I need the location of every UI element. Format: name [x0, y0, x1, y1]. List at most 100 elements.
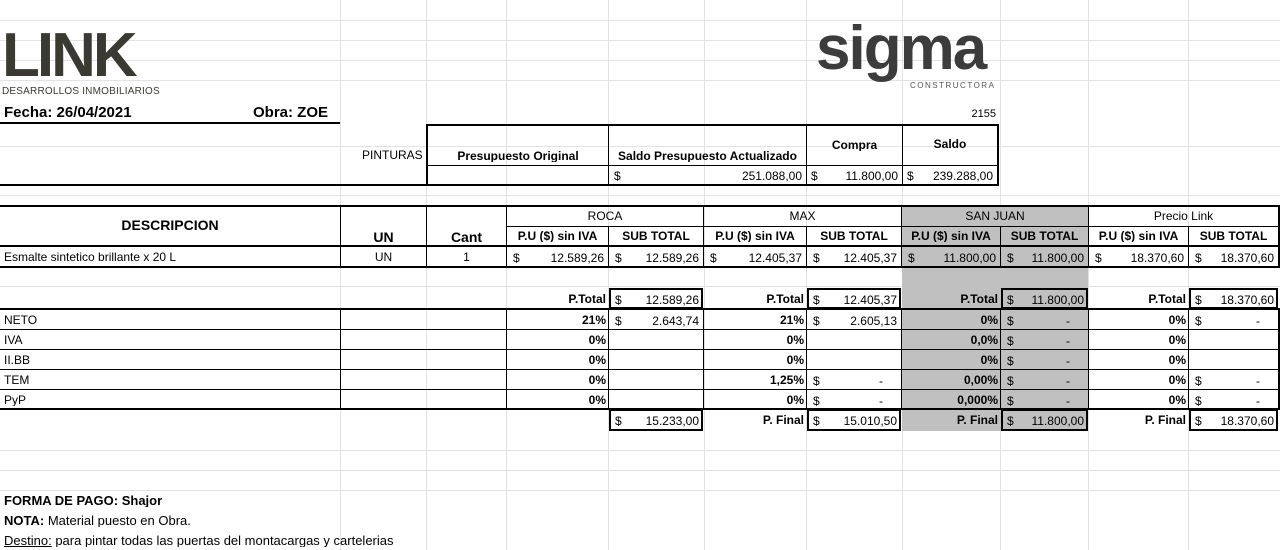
- currency-sign: $: [710, 251, 717, 265]
- percentage-value: 0%: [786, 334, 804, 346]
- compra-header: Compra: [831, 139, 878, 151]
- currency-sign: $: [1007, 251, 1014, 265]
- currency-sign: $: [1195, 374, 1202, 388]
- presupuesto-original-header: Presupuesto Original: [457, 150, 579, 162]
- currency-sign: $: [813, 394, 820, 408]
- currency-sign: $: [1195, 394, 1202, 408]
- subtotal-value: 12.405,37: [843, 251, 897, 265]
- summary-value: -: [1256, 314, 1260, 328]
- cant-header: Cant: [450, 230, 483, 244]
- obra-label: Obra: ZOE: [253, 105, 329, 120]
- currency-sign: $: [615, 251, 622, 265]
- supplier-roca: ROCA: [587, 210, 623, 222]
- destino-text: para pintar todas las puertas del montac…: [51, 534, 394, 547]
- currency-sign: $: [907, 169, 914, 183]
- ptotal-label: P.Total: [1148, 293, 1186, 305]
- currency-sign: $: [1007, 314, 1014, 328]
- currency-sign: $: [1007, 354, 1014, 368]
- pu-header: P.U ($) sin IVA: [517, 230, 598, 242]
- percentage-value: 0%: [786, 394, 804, 406]
- unit-price-value: 12.405,37: [748, 251, 802, 265]
- currency-sign: $: [1007, 394, 1014, 408]
- compra-value: 11.800,00: [845, 169, 899, 183]
- percentage-value: 0%: [980, 354, 998, 366]
- percentage-value: 21%: [581, 314, 606, 326]
- percentage-value: 0%: [1168, 354, 1186, 366]
- percentage-value: 21%: [779, 314, 804, 326]
- link-logo: LINK: [2, 25, 138, 87]
- destino-label: Destino:: [4, 534, 52, 547]
- unit-price-value: 12.589,26: [550, 251, 604, 265]
- percentage-value: 0%: [588, 374, 606, 386]
- currency-sign: $: [813, 374, 820, 388]
- pu-header: P.U ($) sin IVA: [1098, 230, 1179, 242]
- subtotal-header: SUB TOTAL: [820, 230, 888, 242]
- supplier-max: MAX: [789, 210, 816, 222]
- summary-value: -: [879, 394, 883, 408]
- un-header: UN: [373, 230, 394, 244]
- summary-value: 2.643,74: [652, 314, 699, 328]
- currency-sign: $: [813, 293, 820, 307]
- pfinal-label: P. Final: [956, 414, 998, 426]
- ptotal-label: P.Total: [960, 293, 998, 305]
- summary-value: -: [1066, 374, 1070, 388]
- currency-sign: $: [1095, 251, 1102, 265]
- subtotal-header: SUB TOTAL: [1010, 230, 1079, 242]
- subtotal-value: 18.370,60: [1220, 251, 1274, 265]
- percentage-value: 0%: [588, 334, 606, 346]
- currency-sign: $: [1007, 293, 1014, 307]
- subtotal-value: 12.589,26: [645, 251, 699, 265]
- pfinal-value: 15.010,50: [843, 414, 897, 428]
- currency-sign: $: [1195, 414, 1202, 428]
- currency-sign: $: [908, 251, 915, 265]
- percentage-value: 0%: [1168, 314, 1186, 326]
- sigma-logo: sigma: [816, 14, 987, 83]
- currency-sign: $: [1007, 334, 1014, 348]
- summary-value: 2.605,13: [850, 314, 897, 328]
- currency-sign: $: [615, 414, 622, 428]
- percentage-value: 0,000%: [957, 394, 998, 406]
- destino-line: Destino: para pintar todas las puertas d…: [4, 534, 394, 547]
- saldo-actualizado-value: 251.088,00: [741, 169, 802, 183]
- summary-value: -: [1066, 354, 1070, 368]
- summary-value: -: [1256, 374, 1260, 388]
- nota-label: NOTA:: [4, 514, 45, 527]
- link-logo-text: LINK: [2, 21, 138, 90]
- ptotal-value: 12.405,37: [843, 293, 897, 307]
- unit-price-value: 11.800,00: [943, 251, 997, 265]
- pfinal-label: P. Final: [1144, 414, 1186, 426]
- currency-sign: $: [813, 251, 820, 265]
- sigma-logo-subtitle: CONSTRUCTORA: [910, 81, 996, 90]
- pfinal-value: 18.370,60: [1220, 414, 1274, 428]
- summary-value: -: [1066, 334, 1070, 348]
- currency-sign: $: [615, 293, 622, 307]
- summary-row-label: TEM: [4, 374, 30, 386]
- pu-header: P.U ($) sin IVA: [715, 230, 795, 242]
- unit-price-value: 18.370,60: [1130, 251, 1184, 265]
- percentage-value: 0%: [1168, 334, 1186, 346]
- san-juan-highlight: [902, 206, 1088, 431]
- currency-sign: $: [813, 414, 820, 428]
- pfinal-value: 15.233,00: [645, 414, 699, 428]
- currency-sign: $: [1195, 251, 1202, 265]
- currency-sign: $: [1195, 293, 1202, 307]
- currency-sign: $: [1007, 414, 1014, 428]
- category-label: PINTURAS: [362, 149, 423, 161]
- summary-row-label: PyP: [4, 394, 27, 406]
- ptotal-value: 18.370,60: [1220, 293, 1274, 307]
- percentage-value: 0%: [980, 314, 998, 326]
- currency-sign: $: [614, 169, 621, 183]
- obra-code: 2155: [971, 109, 996, 120]
- ptotal-label: P.Total: [766, 293, 804, 305]
- summary-row-label: IVA: [4, 334, 23, 346]
- percentage-value: 0,00%: [963, 374, 998, 386]
- summary-value: -: [1066, 394, 1070, 408]
- percentage-value: 0%: [588, 354, 606, 366]
- item-quantity: 1: [463, 251, 470, 263]
- summary-row-label: NETO: [4, 314, 38, 326]
- pfinal-label: P. Final: [762, 414, 804, 426]
- nota-text: Material puesto en Obra.: [44, 514, 191, 527]
- percentage-value: 0,0%: [970, 334, 998, 346]
- currency-sign: $: [1007, 374, 1014, 388]
- ptotal-label: P.Total: [568, 293, 606, 305]
